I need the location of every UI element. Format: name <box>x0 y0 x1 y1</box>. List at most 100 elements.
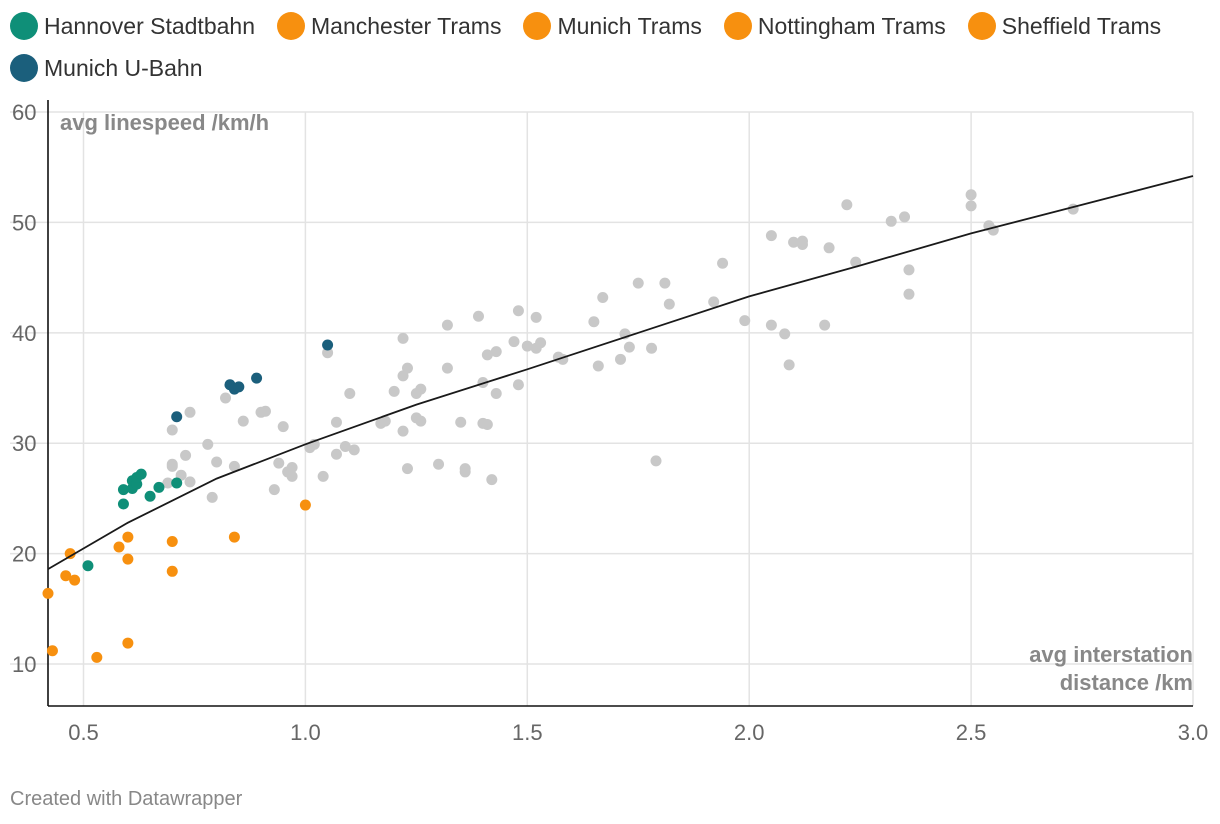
data-point <box>441 319 453 331</box>
data-point <box>530 311 542 323</box>
data-point <box>708 296 720 308</box>
data-point <box>259 405 271 417</box>
data-point <box>490 388 502 400</box>
data-point <box>903 288 915 300</box>
x-tick-label: 1.5 <box>512 720 543 745</box>
data-point <box>415 383 427 395</box>
data-point <box>486 474 498 486</box>
data-point <box>592 360 604 372</box>
data-point <box>397 425 409 437</box>
trend-line <box>47 175 1194 570</box>
data-point <box>166 565 178 577</box>
legend-dot-icon <box>10 12 38 40</box>
data-point <box>42 587 54 599</box>
data-point <box>184 476 196 488</box>
y-tick-label: 50 <box>12 210 36 235</box>
data-point <box>455 416 467 428</box>
data-point <box>903 264 915 276</box>
data-point <box>623 341 635 353</box>
data-point <box>646 342 658 354</box>
data-point <box>339 441 351 453</box>
y-axis-title: avg linespeed /km/h <box>60 110 269 135</box>
data-point <box>211 456 223 468</box>
data-point <box>401 362 413 374</box>
data-point <box>535 337 547 349</box>
data-point <box>512 305 524 317</box>
data-point <box>823 242 835 254</box>
data-point <box>82 560 94 572</box>
data-point <box>330 416 342 428</box>
data-point <box>166 535 178 547</box>
legend-item: Nottingham Trams <box>723 8 946 44</box>
axis-labels: 10 20 30 40 50 60 0.5 1.0 1.5 2.0 2.5 3.0 avg linesp… <box>12 100 1208 745</box>
data-points <box>42 189 1079 663</box>
data-point <box>650 455 662 467</box>
data-point <box>739 315 751 327</box>
data-point <box>299 499 311 511</box>
y-tick-label: 40 <box>12 321 36 346</box>
data-point <box>273 457 285 469</box>
legend-item: Sheffield Trams <box>967 8 1162 44</box>
data-point <box>717 257 729 269</box>
legend-label: Hannover Stadtbahn <box>44 13 255 39</box>
data-point <box>322 339 334 351</box>
data-point <box>153 481 165 493</box>
data-point <box>850 256 862 268</box>
x-tick-label: 1.0 <box>290 720 321 745</box>
scatter-chart: 10 20 30 40 50 60 0.5 1.0 1.5 2.0 2.5 3.0 avg linesp… <box>10 100 1208 745</box>
legend-dot-icon <box>523 12 552 40</box>
data-point <box>144 490 156 502</box>
data-point <box>122 531 134 543</box>
axes <box>47 100 1193 707</box>
data-point <box>122 637 134 649</box>
data-point <box>117 484 129 496</box>
data-point <box>490 346 502 358</box>
data-point <box>268 484 280 496</box>
data-point <box>122 553 134 565</box>
data-point <box>379 415 391 427</box>
data-point <box>433 458 445 470</box>
data-point <box>166 460 178 472</box>
x-tick-label: 2.5 <box>956 720 987 745</box>
data-point <box>779 328 791 340</box>
data-point <box>521 340 533 352</box>
data-point <box>472 310 484 322</box>
legend-item: Munich U-Bahn <box>10 50 203 86</box>
data-point <box>508 336 520 348</box>
legend-label: Nottingham Trams <box>757 13 946 39</box>
data-point <box>286 462 298 474</box>
data-point <box>659 277 671 289</box>
y-tick-label: 20 <box>12 542 36 567</box>
data-point <box>796 235 808 247</box>
legend-dot-icon <box>10 54 38 82</box>
y-tick-label: 60 <box>12 100 36 125</box>
data-point <box>228 460 240 472</box>
data-point <box>401 463 413 475</box>
legend-dot-icon <box>277 12 305 40</box>
data-point <box>113 541 125 553</box>
data-point <box>588 316 600 328</box>
data-point <box>885 215 897 227</box>
chart-legend: Hannover Stadtbahn Manchester Trams Munich… <box>10 8 1200 92</box>
data-point <box>615 353 626 365</box>
data-point <box>91 651 103 663</box>
data-point <box>251 372 263 384</box>
data-point <box>202 438 214 450</box>
data-point <box>965 200 977 212</box>
data-point <box>441 362 453 374</box>
grid-lines <box>10 111 1194 706</box>
data-point <box>512 379 524 391</box>
data-point <box>481 349 493 361</box>
data-point <box>765 230 777 242</box>
data-point <box>632 277 644 289</box>
data-point <box>348 444 360 456</box>
data-point <box>233 381 245 393</box>
data-point <box>228 531 240 543</box>
data-point <box>277 421 289 433</box>
x-tick-label: 0.5 <box>68 720 99 745</box>
legend-label: Sheffield Trams <box>1001 13 1162 39</box>
data-point <box>286 470 298 482</box>
data-point <box>819 319 831 331</box>
data-point <box>481 418 493 430</box>
data-point <box>663 298 675 310</box>
